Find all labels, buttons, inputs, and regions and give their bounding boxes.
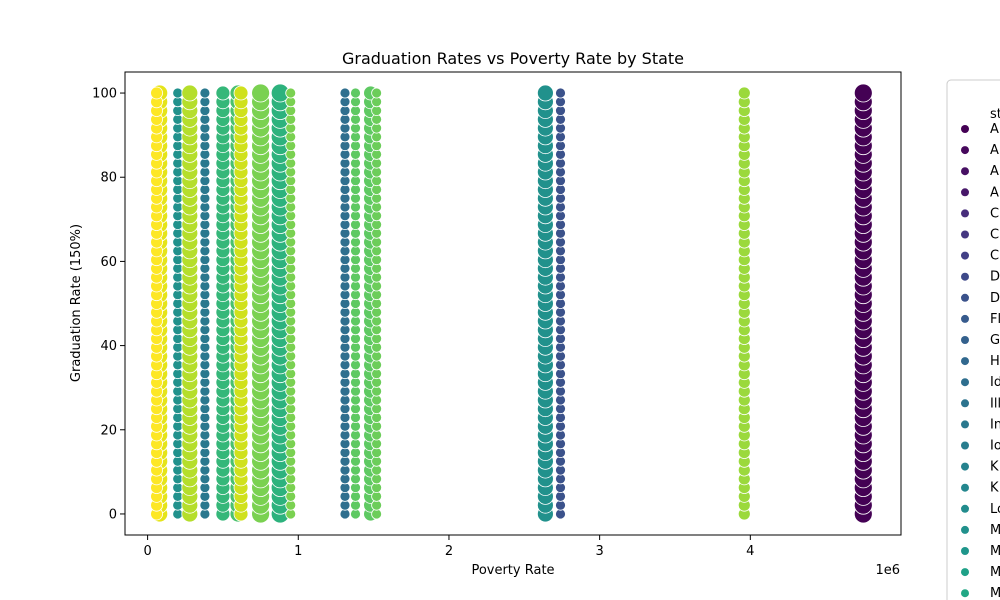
x-tick-label: 4: [746, 544, 754, 559]
legend-marker: [961, 167, 969, 176]
legend-label: C: [990, 228, 999, 243]
series-0: [853, 83, 873, 524]
legend-label: K: [990, 460, 999, 475]
legend-marker: [961, 420, 969, 429]
data-point: [339, 87, 351, 99]
legend-marker: [961, 336, 969, 344]
legend-label: Ill: [990, 396, 1000, 411]
data-point: [737, 86, 751, 100]
legend-marker: [961, 314, 969, 323]
y-axis: 0 20 40 60 80 100: [92, 87, 125, 522]
y-tick-label: 80: [100, 171, 117, 186]
legend-label: Id: [990, 375, 1000, 390]
data-point: [350, 87, 361, 99]
legend-label: Lo: [990, 502, 1000, 517]
y-tick-label: 20: [100, 423, 117, 438]
legend-marker: [961, 483, 969, 492]
legend-frame: [946, 79, 1000, 600]
series-18: [150, 86, 164, 521]
legend-label: C: [990, 249, 999, 264]
x-tick-label: 2: [445, 544, 453, 559]
data-point: [150, 86, 164, 100]
data-point: [537, 84, 554, 102]
legend-marker: [961, 293, 969, 302]
x-tick-label: 0: [143, 544, 151, 559]
series-5: [215, 85, 231, 522]
legend-marker: [961, 357, 969, 366]
chart-title: Graduation Rates vs Poverty Rate by Stat…: [342, 49, 684, 68]
legend-marker: [961, 462, 969, 471]
legend-marker: [961, 547, 969, 555]
legend-label: K: [990, 481, 999, 496]
data-point: [853, 83, 873, 103]
legend-label: Al: [990, 122, 1000, 137]
legend-marker: [961, 188, 969, 197]
legend-marker: [961, 125, 969, 133]
data-point: [285, 87, 297, 99]
series-6: [172, 87, 184, 520]
series-7: [199, 87, 211, 520]
legend-label: Al: [990, 143, 1000, 158]
y-tick-label: 40: [100, 339, 117, 354]
y-tick-label: 0: [109, 507, 117, 522]
legend-label: Fl: [990, 312, 1000, 327]
series-10: [371, 87, 383, 520]
x-tick-label: 3: [596, 544, 604, 559]
data-point: [172, 87, 184, 99]
data-point: [233, 85, 249, 101]
legend-label: D: [990, 291, 1000, 306]
x-axis-offset-label: 1e6: [875, 563, 900, 578]
legend-label: A: [990, 164, 999, 179]
legend-label: M: [990, 523, 1000, 538]
legend-marker: [961, 568, 969, 577]
x-tick-label: 1: [294, 544, 302, 559]
series-12: [251, 83, 271, 524]
legend-marker: [961, 525, 969, 534]
series-16: [233, 85, 249, 522]
series-3: [537, 84, 554, 523]
legend-label: In: [990, 417, 1000, 432]
legend-label: M: [990, 586, 1000, 600]
y-tick-label: 100: [92, 87, 117, 102]
legend-marker: [961, 251, 969, 260]
data-point: [371, 87, 383, 99]
legend-marker: [961, 378, 969, 387]
legend-marker: [961, 504, 969, 513]
legend-marker: [961, 589, 969, 598]
legend-label: D: [990, 270, 1000, 285]
data-point: [215, 85, 231, 101]
legend-marker: [961, 399, 969, 408]
y-axis-label: Graduation Rate (150%): [69, 224, 84, 382]
series-1: [555, 87, 566, 520]
legend-marker: [961, 272, 969, 281]
y-tick-label: 60: [100, 255, 117, 270]
series-8: [350, 87, 361, 520]
data-point: [251, 83, 271, 103]
legend-label: Io: [990, 439, 1000, 454]
series-15: [181, 84, 199, 523]
legend-marker: [961, 441, 969, 450]
data-point: [199, 87, 211, 99]
legend-marker: [961, 146, 969, 155]
legend: st AlAlAACCCDDFlGHIdIllInIoKKLoMMMM: [946, 79, 1000, 600]
legend-label: C: [990, 206, 999, 221]
x-axis-label: Poverty Rate: [471, 563, 554, 578]
data-point: [555, 87, 566, 99]
legend-label: A: [990, 185, 999, 200]
legend-title: st: [990, 107, 1000, 122]
series-14: [737, 86, 751, 521]
legend-label: M: [990, 565, 1000, 580]
series-4: [270, 83, 290, 524]
legend-label: H: [990, 354, 1000, 369]
legend-label: G: [990, 333, 1000, 348]
legend-label: M: [990, 544, 1000, 559]
x-axis: 0 1 2 3 4: [143, 535, 754, 559]
data-point: [181, 84, 199, 102]
legend-marker: [961, 230, 969, 239]
legend-marker: [961, 209, 969, 218]
series-13: [285, 87, 297, 520]
plot-frame: [124, 71, 902, 536]
series-2: [339, 87, 351, 520]
